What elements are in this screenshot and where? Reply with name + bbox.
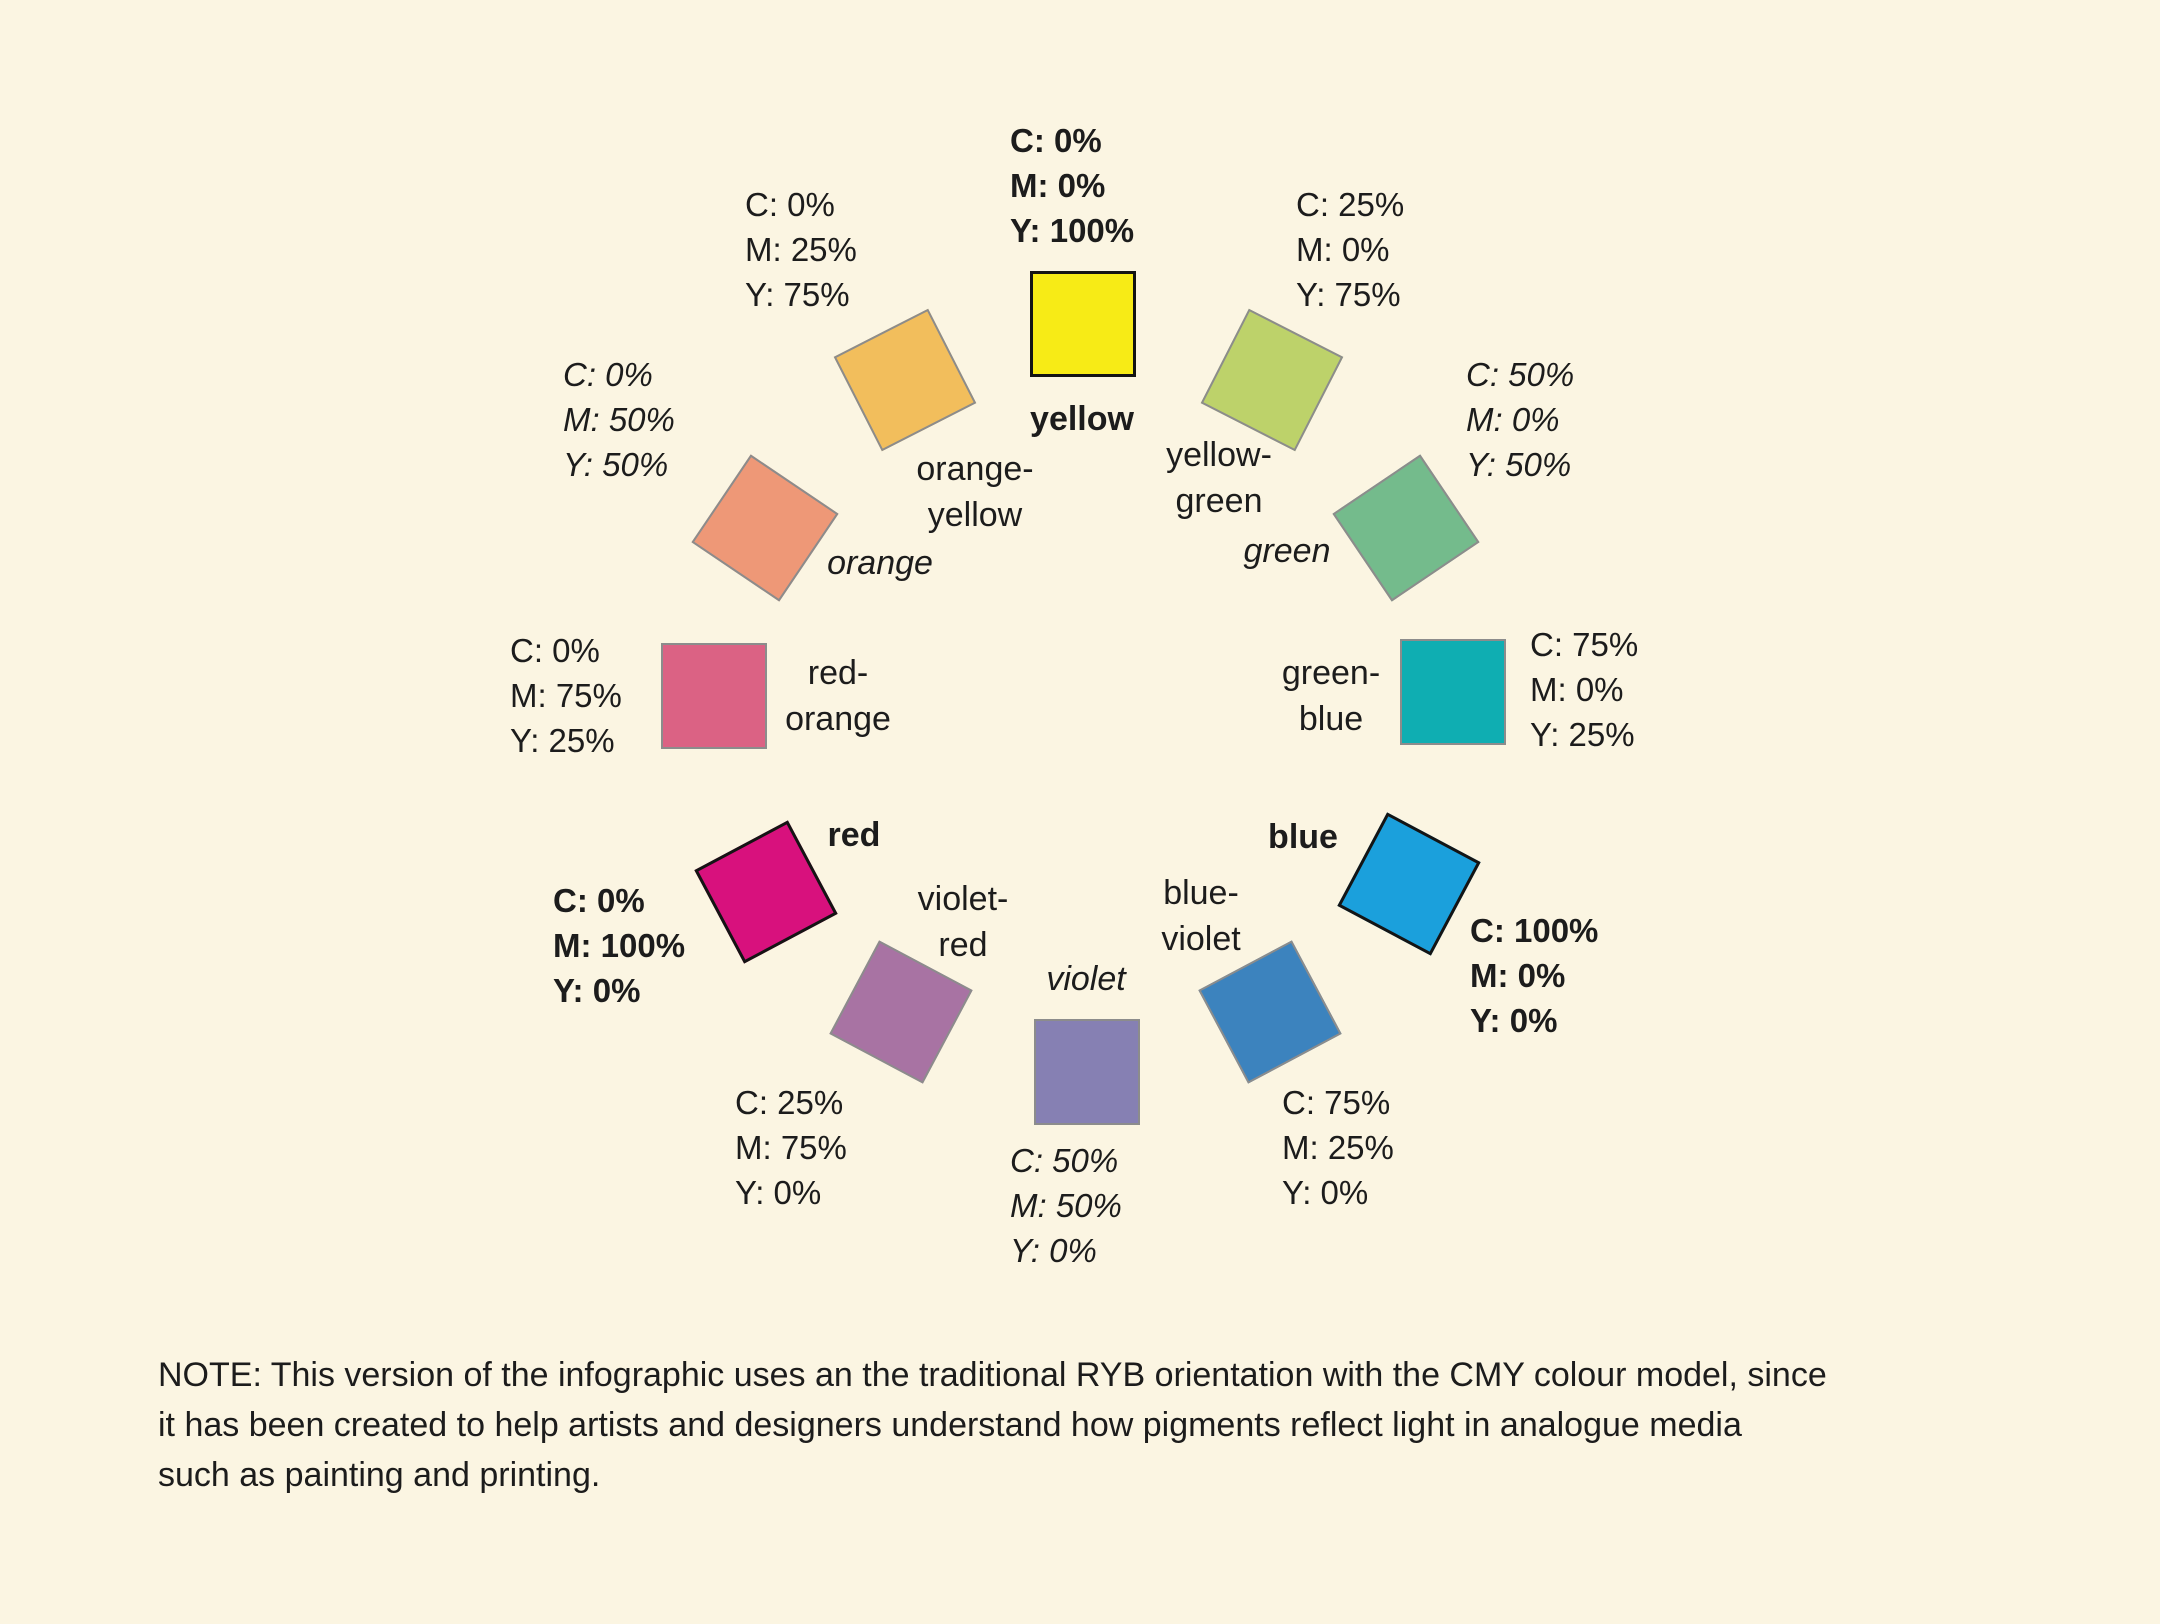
red-cmy-line: Y: 0% [553, 972, 641, 1009]
blue-violet-cmy-line: C: 75% [1282, 1084, 1391, 1121]
orange-yellow-name-line: yellow [927, 496, 1023, 534]
orange-cmy-line: M: 50% [563, 401, 675, 438]
red-orange-name-line: red- [807, 654, 869, 692]
blue-cmy-line: M: 0% [1470, 957, 1566, 994]
green-swatch [1332, 454, 1480, 602]
red-cmy-line: M: 100% [553, 927, 686, 964]
blue-violet-cmy-line: M: 25% [1282, 1129, 1394, 1166]
blue-violet-name-label: blue-violet [1161, 870, 1240, 962]
red-swatch [694, 820, 838, 964]
yellow-green-name-label: yellow-green [1166, 432, 1272, 524]
orange-yellow-swatch [833, 308, 977, 452]
orange-yellow-cmy-line: C: 0% [745, 186, 835, 223]
green-name-label: green [1244, 528, 1331, 574]
yellow-green-cmy-line: Y: 75% [1296, 276, 1401, 313]
orange-cmy-line: Y: 50% [563, 446, 669, 483]
violet-cmy-line: C: 50% [1010, 1142, 1119, 1179]
blue-violet-cmy-line: Y: 0% [1282, 1174, 1369, 1211]
red-orange-cmy-label: C: 0% M: 75% Y: 25% [510, 628, 622, 763]
violet-red-name-label: violet-red [918, 876, 1009, 968]
orange-name-label: orange [827, 540, 933, 586]
orange-yellow-cmy-label: C: 0% M: 25% Y: 75% [745, 182, 857, 317]
orange-cmy-line: C: 0% [563, 356, 653, 393]
note: NOTE: This version of the infographic us… [158, 1350, 1827, 1500]
green-cmy-label: C: 50% M: 0% Y: 50% [1466, 352, 1574, 487]
violet-cmy-label: C: 50% M: 50% Y: 0% [1010, 1138, 1122, 1273]
yellow-swatch [1030, 271, 1136, 377]
green-blue-swatch [1400, 639, 1506, 745]
note-line: it has been created to help artists and … [158, 1406, 1742, 1444]
green-blue-cmy-line: C: 75% [1530, 626, 1639, 663]
orange-yellow-cmy-line: M: 25% [745, 231, 857, 268]
note-line: such as painting and printing. [158, 1456, 601, 1494]
orange-name-line: orange [827, 544, 933, 582]
red-cmy-label: C: 0% M: 100% Y: 0% [553, 878, 685, 1013]
blue-swatch [1337, 812, 1481, 956]
yellow-green-name-line: yellow- [1166, 436, 1272, 474]
orange-cmy-label: C: 0% M: 50% Y: 50% [563, 352, 675, 487]
blue-cmy-line: Y: 0% [1470, 1002, 1558, 1039]
red-name-label: red [828, 812, 881, 858]
violet-red-cmy-line: M: 75% [735, 1129, 847, 1166]
yellow-name-label: yellow [1030, 396, 1134, 442]
green-cmy-line: Y: 50% [1466, 446, 1572, 483]
yellow-green-swatch [1200, 308, 1344, 452]
violet-red-cmy-line: Y: 0% [735, 1174, 822, 1211]
yellow-green-name-line: green [1175, 482, 1263, 520]
yellow-green-cmy-line: C: 25% [1296, 186, 1405, 223]
orange-yellow-name-line: orange- [916, 450, 1034, 488]
red-cmy-line: C: 0% [553, 882, 645, 919]
orange-yellow-name-label: orange-yellow [916, 446, 1033, 538]
blue-cmy-line: C: 100% [1470, 912, 1599, 949]
green-blue-cmy-line: M: 0% [1530, 671, 1624, 708]
orange-swatch [691, 454, 839, 602]
blue-violet-name-line: blue- [1163, 874, 1239, 912]
violet-red-name-line: red [938, 926, 988, 964]
red-orange-name-line: orange [785, 700, 891, 738]
green-name-line: green [1243, 532, 1331, 570]
note-line: NOTE: This version of the infographic us… [158, 1356, 1827, 1394]
violet-name-line: violet [1046, 960, 1126, 998]
violet-red-cmy-line: C: 25% [735, 1084, 844, 1121]
yellow-name-line: yellow [1030, 400, 1134, 438]
yellow-cmy-label: C: 0% M: 0% Y: 100% [1010, 118, 1134, 253]
red-orange-name-label: red-orange [785, 650, 891, 742]
yellow-cmy-line: Y: 100% [1010, 212, 1135, 249]
violet-cmy-line: Y: 0% [1010, 1232, 1097, 1269]
green-blue-name-line: green- [1281, 654, 1381, 692]
violet-swatch [1034, 1019, 1140, 1125]
red-orange-cmy-line: C: 0% [510, 632, 600, 669]
red-orange-cmy-line: M: 75% [510, 677, 622, 714]
green-blue-name-line: blue [1298, 700, 1364, 738]
blue-cmy-label: C: 100% M: 0% Y: 0% [1470, 908, 1598, 1043]
red-name-line: red [827, 816, 881, 854]
yellow-green-cmy-label: C: 25% M: 0% Y: 75% [1296, 182, 1404, 317]
blue-name-label: blue [1268, 814, 1338, 860]
green-blue-cmy-label: C: 75% M: 0% Y: 25% [1530, 622, 1638, 757]
yellow-green-cmy-line: M: 0% [1296, 231, 1390, 268]
blue-name-line: blue [1268, 818, 1338, 856]
red-orange-swatch [661, 643, 767, 749]
orange-yellow-cmy-line: Y: 75% [745, 276, 850, 313]
green-cmy-line: C: 50% [1466, 356, 1575, 393]
violet-cmy-line: M: 50% [1010, 1187, 1122, 1224]
yellow-cmy-line: C: 0% [1010, 122, 1102, 159]
violet-red-cmy-label: C: 25% M: 75% Y: 0% [735, 1080, 847, 1215]
violet-red-name-line: violet- [917, 880, 1009, 918]
green-blue-name-label: green-blue [1282, 650, 1380, 742]
violet-name-label: violet [1046, 956, 1125, 1002]
yellow-cmy-line: M: 0% [1010, 167, 1106, 204]
red-orange-cmy-line: Y: 25% [510, 722, 615, 759]
green-cmy-line: M: 0% [1466, 401, 1560, 438]
green-blue-cmy-line: Y: 25% [1530, 716, 1635, 753]
blue-violet-cmy-label: C: 75% M: 25% Y: 0% [1282, 1080, 1394, 1215]
blue-violet-name-line: violet [1161, 920, 1241, 958]
